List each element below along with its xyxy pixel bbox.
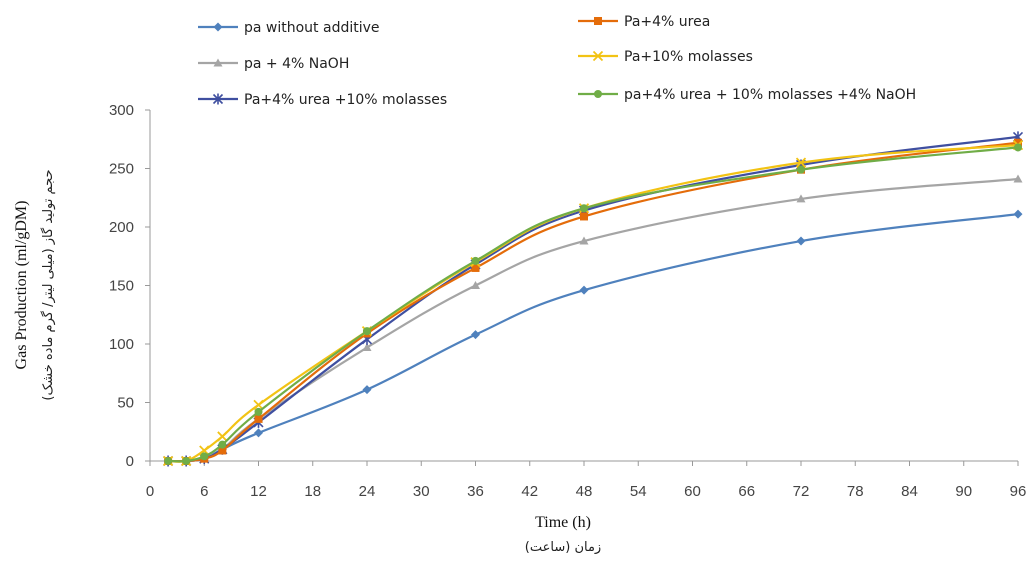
- legend-label: pa + 4% NaOH: [244, 56, 349, 72]
- data-point: [254, 407, 263, 416]
- legend-label: pa without additive: [244, 20, 380, 36]
- x-tick-label: 24: [359, 483, 376, 500]
- x-tick-label: 48: [576, 483, 593, 500]
- series-1: [163, 209, 1023, 466]
- y-tick-label: 0: [126, 453, 134, 470]
- data-point: [182, 457, 191, 465]
- series-3: [163, 131, 1024, 467]
- series-4: [164, 138, 1022, 465]
- legend-item: pa + 4% NaOH: [198, 56, 349, 72]
- x-tick-label: 6: [200, 483, 208, 500]
- x-axis-title: Time (h): [535, 514, 591, 531]
- legend-label: pa+4% urea + 10% molasses +4% NaOH: [624, 87, 916, 103]
- data-point: [579, 285, 589, 295]
- x-tick-label: 72: [793, 483, 810, 500]
- y-axis-subtitle: حجم تولید گاز (میلی لیتر/ گرم ماده خشک): [40, 169, 56, 400]
- data-point: [1013, 174, 1023, 183]
- data-point: [218, 440, 227, 449]
- data-point: [471, 256, 480, 265]
- data-point: [594, 17, 602, 25]
- series-2: [163, 174, 1023, 465]
- x-tick-label: 18: [304, 483, 321, 500]
- x-tick-label: 54: [630, 483, 647, 500]
- legend-item: pa+4% urea + 10% molasses +4% NaOH: [578, 87, 916, 103]
- y-tick-label: 150: [109, 278, 134, 295]
- data-point: [1014, 138, 1022, 147]
- data-point: [796, 236, 806, 246]
- y-tick-label: 200: [109, 219, 134, 236]
- data-point: [471, 281, 480, 289]
- data-point: [1014, 143, 1022, 152]
- legend-label: Pa+10% molasses: [624, 49, 753, 65]
- series-line: [168, 146, 1019, 463]
- data-point: [471, 263, 480, 272]
- data-point: [217, 431, 228, 442]
- x-tick-label: 30: [413, 483, 430, 500]
- legend-item: Pa+4% urea +10% molasses: [198, 92, 447, 108]
- x-tick-label: 66: [738, 483, 755, 500]
- data-point: [254, 428, 263, 438]
- legend-item: Pa+10% molasses: [578, 49, 753, 65]
- x-tick-label: 84: [901, 483, 918, 500]
- x-axis-subtitle: زمان (ساعت): [525, 540, 601, 555]
- data-point: [362, 343, 372, 352]
- data-point: [580, 212, 588, 221]
- y-tick-label: 250: [109, 161, 134, 178]
- data-point: [580, 204, 588, 213]
- series-line: [168, 141, 1019, 463]
- data-point: [200, 452, 209, 461]
- data-point: [218, 446, 227, 455]
- y-tick-label: 300: [109, 102, 134, 119]
- series-6: [164, 143, 1022, 465]
- legend-label: Pa+4% urea: [624, 14, 710, 30]
- legend-label: Pa+4% urea +10% molasses: [244, 92, 447, 108]
- x-tick-label: 90: [955, 483, 972, 500]
- data-point: [253, 399, 264, 410]
- series-group: [162, 131, 1024, 467]
- y-tick-label: 100: [109, 336, 134, 353]
- series-line: [168, 213, 1019, 463]
- data-point: [592, 50, 604, 62]
- y-axis-title: Gas Production (ml/gDM): [13, 201, 30, 370]
- legend-item: pa without additive: [198, 20, 380, 36]
- y-tick-label: 50: [117, 395, 134, 412]
- series-line: [168, 144, 1019, 463]
- x-tick-label: 78: [847, 483, 864, 500]
- x-tick-label: 0: [146, 483, 154, 500]
- legend: pa without additive pa + 4% NaOH Pa+4% ure…: [198, 14, 916, 108]
- data-point: [796, 194, 806, 203]
- data-point: [213, 22, 223, 32]
- x-axis-ticks: 0 6 12 18 24 30 36 42 48 54 60 66 72 78 84 90 96: [146, 461, 1027, 500]
- legend-item: Pa+4% urea: [578, 14, 710, 30]
- x-tick-label: 96: [1010, 483, 1027, 500]
- data-point: [471, 330, 480, 340]
- x-tick-label: 42: [521, 483, 538, 500]
- data-point: [594, 90, 602, 98]
- data-point: [362, 385, 372, 395]
- x-tick-label: 12: [250, 483, 267, 500]
- data-point: [579, 236, 589, 245]
- data-point: [1013, 209, 1023, 219]
- data-point: [363, 327, 371, 336]
- data-point: [164, 457, 173, 465]
- data-point: [212, 93, 224, 105]
- x-tick-label: 60: [684, 483, 701, 500]
- data-point: [795, 157, 807, 168]
- series-line: [168, 135, 1019, 463]
- data-point: [254, 414, 263, 423]
- x-tick-label: 36: [467, 483, 484, 500]
- data-point: [213, 58, 223, 67]
- data-point: [797, 165, 805, 174]
- data-point: [199, 445, 210, 456]
- y-axis-ticks: 0 50 100 150 200 250 300: [109, 102, 150, 470]
